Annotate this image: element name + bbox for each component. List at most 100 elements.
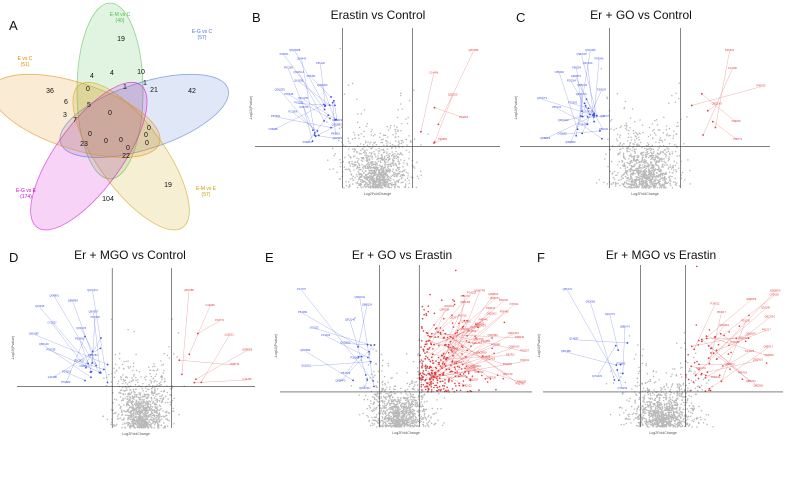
data-point <box>366 177 368 179</box>
data-point <box>405 171 408 173</box>
data-point <box>388 402 391 405</box>
data-point <box>127 366 129 368</box>
data-point <box>442 357 445 360</box>
data-point <box>373 398 376 400</box>
data-point <box>382 134 385 136</box>
gene-label: O88492 <box>555 70 565 74</box>
data-point <box>666 133 668 135</box>
gene-label: Q8BRF9 <box>332 118 343 122</box>
data-point <box>638 398 640 400</box>
label-connector <box>559 72 578 130</box>
data-point <box>347 84 350 86</box>
data-point <box>122 374 124 376</box>
data-point <box>605 383 608 385</box>
data-point <box>658 180 660 182</box>
data-point <box>116 415 119 417</box>
data-point <box>145 394 147 396</box>
data-point <box>422 421 425 423</box>
data-point <box>129 427 131 429</box>
data-point <box>630 422 632 424</box>
data-point <box>477 326 479 329</box>
data-point <box>373 402 375 404</box>
data-point <box>330 96 332 98</box>
data-point <box>372 134 375 137</box>
data-point <box>148 420 150 423</box>
data-point <box>422 384 425 386</box>
data-point <box>112 409 114 411</box>
data-point <box>401 170 404 173</box>
data-point <box>136 369 138 372</box>
down-labels: Q99MR0Q8BRF4O35643Q8CI33P28474Q9QUH0Q8BV… <box>537 48 611 144</box>
y-axis-label: -Log10(Pvalue) <box>249 96 253 121</box>
data-point <box>143 408 146 411</box>
data-point <box>143 414 145 417</box>
data-point <box>390 162 392 165</box>
data-point <box>416 418 419 421</box>
data-point <box>712 425 714 428</box>
data-point <box>364 180 366 183</box>
data-point <box>427 390 429 392</box>
data-point <box>349 170 352 173</box>
data-point <box>365 174 367 176</box>
data-point <box>423 409 425 411</box>
data-point <box>375 394 377 396</box>
data-point <box>412 388 415 390</box>
label-connector <box>272 104 324 131</box>
data-point <box>161 394 164 396</box>
data-point <box>401 412 404 414</box>
data-point <box>663 184 666 186</box>
data-point <box>427 334 429 337</box>
data-point <box>360 152 363 155</box>
label-connector <box>302 99 337 120</box>
data-point <box>401 174 404 176</box>
data-point <box>390 183 392 186</box>
data-point <box>628 180 630 182</box>
data-point <box>121 423 124 425</box>
data-point <box>425 418 428 421</box>
data-point <box>371 161 374 163</box>
gene-label: Q8BRF4 <box>540 136 551 140</box>
data-point <box>385 163 387 166</box>
data-point <box>383 182 386 184</box>
up-labels: Q9D121P31786P99158Q9D163Q8BTJ8P45376Q8CT… <box>424 288 530 388</box>
data-point <box>369 185 372 187</box>
data-point <box>383 396 385 399</box>
data-point <box>391 402 393 404</box>
data-point <box>399 422 401 424</box>
label-connector <box>438 51 474 125</box>
data-point <box>146 423 148 426</box>
data-point <box>392 413 394 416</box>
data-point <box>382 404 384 407</box>
data-point <box>399 171 402 173</box>
data-point <box>354 164 357 166</box>
data-point <box>393 392 396 395</box>
data-point <box>668 102 670 104</box>
data-point <box>656 394 659 397</box>
data-point <box>416 161 418 163</box>
data-point <box>388 412 390 414</box>
label-connector <box>581 90 602 134</box>
data-point <box>409 140 412 143</box>
data-point <box>407 175 409 177</box>
data-point <box>117 413 120 416</box>
data-point <box>669 400 672 403</box>
data-point <box>353 150 355 153</box>
data-point <box>686 116 688 118</box>
data-point <box>394 388 396 391</box>
data-point <box>156 422 159 424</box>
data-point <box>649 180 651 182</box>
data-point <box>393 422 395 424</box>
gene-label: Q9Z1Q9 <box>474 337 485 341</box>
data-point <box>135 419 138 422</box>
data-point <box>617 172 619 174</box>
data-point <box>372 180 375 182</box>
label-connector <box>444 302 466 346</box>
data-point <box>410 395 413 397</box>
data-point <box>132 365 135 368</box>
data-point <box>410 422 412 425</box>
data-point <box>430 416 432 418</box>
gene-label: P13707 <box>297 287 307 291</box>
data-point <box>380 179 383 181</box>
data-point <box>353 163 356 166</box>
data-point <box>361 179 364 182</box>
